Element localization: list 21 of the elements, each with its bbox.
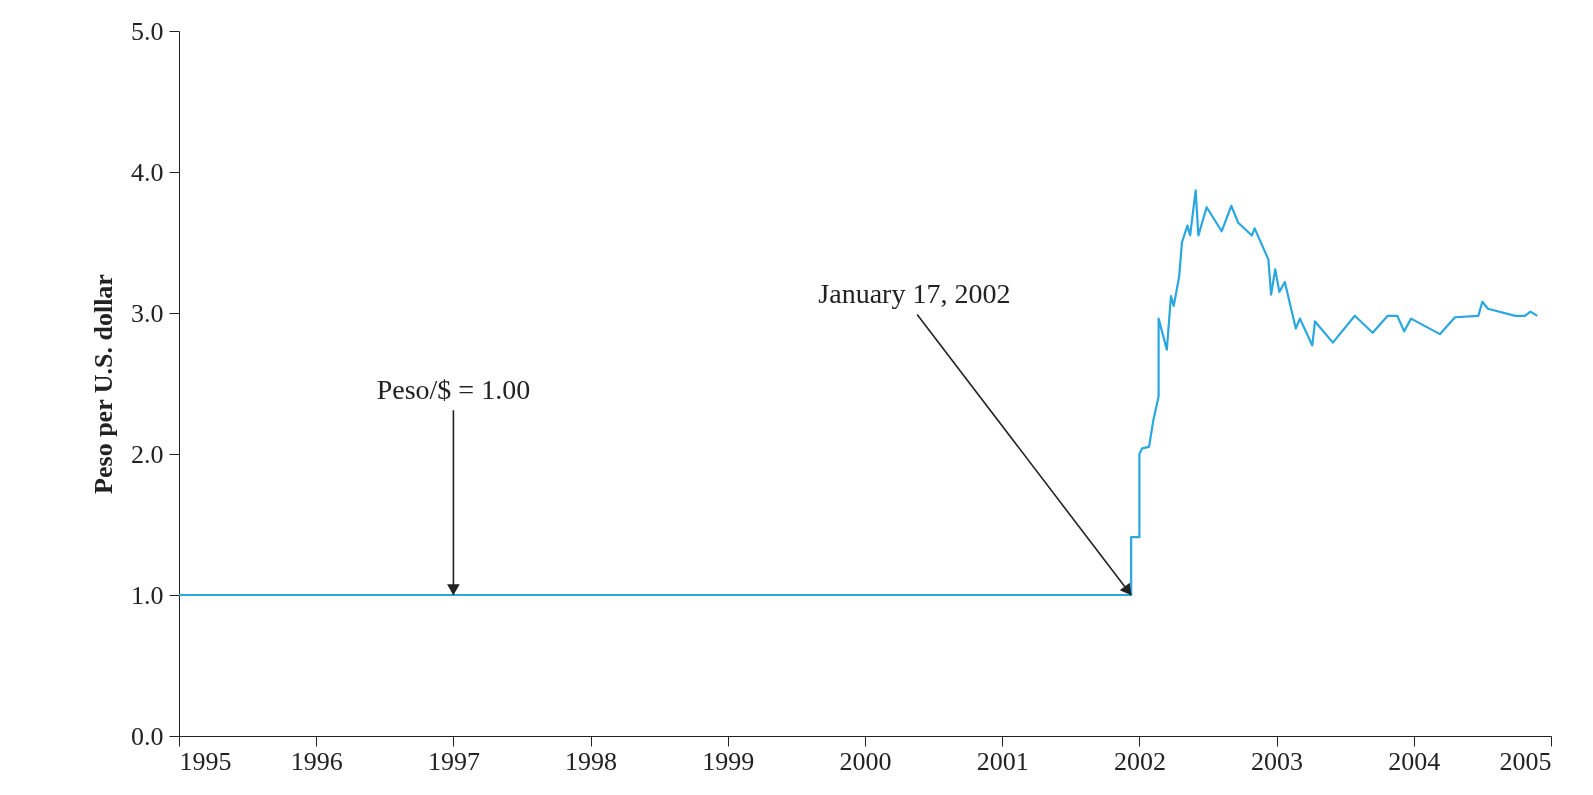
y-tick-label: 2.0	[131, 439, 164, 469]
y-tick-label: 1.0	[131, 580, 164, 610]
x-tick-label: 1996	[290, 746, 343, 776]
annotation: Peso/$ = 1.00	[376, 373, 531, 405]
x-tick-label: 2000	[839, 746, 892, 776]
x-tick-label: 2005	[1499, 746, 1552, 776]
x-tick-label: 2001	[976, 746, 1029, 776]
x-tick-label: 1999	[702, 746, 755, 776]
y-tick-label: 0.0	[131, 721, 164, 751]
x-tick-label: 1995	[179, 746, 232, 776]
x-tick-label: 1998	[565, 746, 618, 776]
line-series	[177, 189, 1539, 597]
x-tick-label: 2002	[1113, 746, 1166, 776]
y-tick-label: 3.0	[131, 298, 164, 328]
x-tick-label: 2003	[1251, 746, 1304, 776]
y-tick-label: 4.0	[131, 157, 164, 187]
x-tick-label: 2004	[1388, 746, 1441, 776]
y-axis-title: Peso per U.S. dollar	[89, 274, 118, 494]
x-tick-label: 1997	[427, 746, 480, 776]
annotation: January 17, 2002	[818, 277, 1011, 309]
y-tick-label: 5.0	[131, 16, 164, 46]
